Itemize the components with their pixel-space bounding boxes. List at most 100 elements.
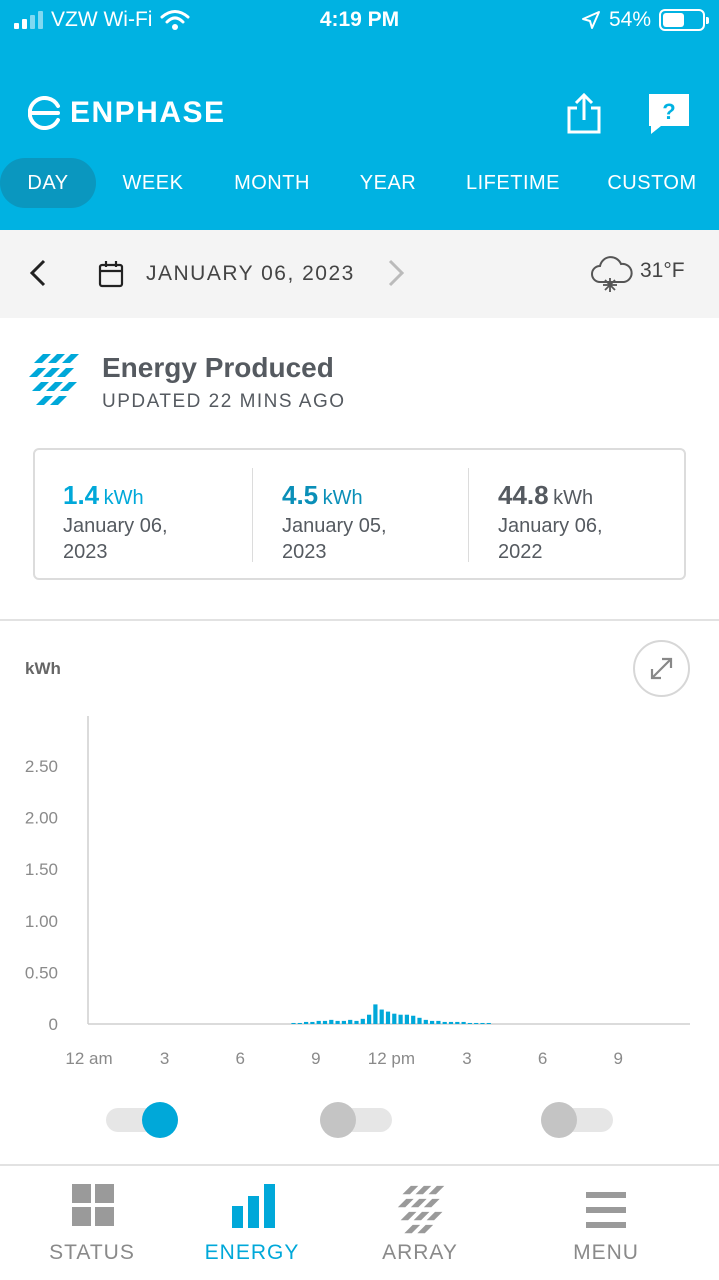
clock: 4:19 PM	[319, 8, 400, 31]
chart-bar	[373, 1004, 378, 1024]
chart-bar	[335, 1020, 340, 1024]
chart-bar	[430, 1020, 435, 1024]
nav-menu[interactable]: MENU	[526, 1166, 686, 1280]
chart-bar	[310, 1021, 315, 1024]
chart-bar	[417, 1017, 422, 1024]
snow-cloud-icon	[591, 256, 633, 292]
summary-value: 4.5	[282, 480, 319, 510]
nav-label: ENERGY	[204, 1241, 300, 1264]
help-icon[interactable]: ?	[647, 92, 691, 136]
chart-bar	[480, 1022, 485, 1024]
chevron-right-icon[interactable]	[384, 258, 408, 288]
y-axis-label: kWh	[25, 659, 61, 678]
nav-label: STATUS	[49, 1241, 135, 1264]
chart-bar	[379, 1009, 384, 1024]
chart-bar	[367, 1014, 372, 1024]
battery-icon	[659, 9, 709, 31]
chart-bar	[423, 1019, 428, 1024]
chart-bar	[304, 1021, 309, 1024]
y-tick-label: 0.50	[25, 963, 58, 982]
app-header: VZW Wi-Fi 4:19 PM 54% ENPHASE ?	[0, 0, 719, 230]
summary-yesterday[interactable]: 4.5 kWh January 05, 2023	[282, 450, 432, 578]
array-icon	[397, 1185, 445, 1234]
energy-summary-card: 1.4 kWh January 06, 2023 4.5 kWh January…	[33, 448, 686, 580]
toggle-consumption[interactable]	[320, 1102, 392, 1138]
x-tick-label: 12 am	[65, 1049, 112, 1068]
summary-last-year[interactable]: 44.8 kWh January 06, 2022	[498, 450, 648, 578]
chart-bar	[322, 1020, 328, 1024]
summary-date: January 05, 2023	[282, 515, 387, 563]
energy-chart: 0 0.50 1.00 1.50 2.00 2.50 12 am 3 6 9 12 pm 3 6 9	[25, 716, 690, 1068]
chart-bar	[297, 1022, 302, 1024]
share-icon[interactable]	[564, 92, 604, 136]
section-divider	[0, 619, 719, 621]
location-arrow-icon	[581, 11, 600, 29]
bottom-navigation: STATUS ENERGY ARRAY MENU	[0, 1164, 719, 1280]
y-tick-label: 2.50	[25, 757, 58, 776]
tab-month[interactable]: MONTH	[234, 172, 310, 194]
chevron-left-icon[interactable]	[26, 258, 50, 288]
status-bar: VZW Wi-Fi 4:19 PM 54%	[0, 0, 719, 40]
calendar-icon[interactable]	[98, 260, 124, 288]
chart-bar	[411, 1015, 416, 1024]
enphase-logo: ENPHASE	[28, 96, 226, 130]
x-tick-label: 6	[235, 1049, 244, 1068]
summary-value: 1.4	[63, 480, 100, 510]
tab-lifetime[interactable]: LIFETIME	[465, 172, 560, 194]
chart-bar	[448, 1021, 454, 1024]
toggle-knob	[320, 1102, 356, 1138]
temperature: 31°F	[640, 259, 685, 282]
chart-bar	[436, 1020, 441, 1024]
x-tick-label: 3	[160, 1049, 169, 1068]
chart-bar	[404, 1014, 409, 1024]
brand-name: ENPHASE	[70, 96, 226, 129]
expand-icon	[650, 657, 673, 680]
energy-produced-title: Energy Produced	[102, 352, 334, 383]
battery-percent: 54%	[608, 8, 651, 31]
chart-bar	[486, 1022, 491, 1024]
tab-day[interactable]: DAY	[0, 158, 96, 208]
svg-text:?: ?	[662, 99, 675, 124]
chart-bar	[385, 1011, 391, 1024]
signal-icon	[14, 11, 43, 29]
nav-energy[interactable]: ENERGY	[172, 1166, 332, 1280]
nav-label: ARRAY	[382, 1241, 458, 1264]
carrier-label: VZW Wi-Fi	[51, 8, 153, 31]
tab-week[interactable]: WEEK	[122, 172, 184, 194]
toggle-knob	[142, 1102, 178, 1138]
toggle-comparison[interactable]	[541, 1102, 613, 1138]
chart-bar	[354, 1020, 359, 1024]
tab-custom[interactable]: CUSTOM	[607, 172, 697, 194]
chart-bar	[360, 1018, 365, 1024]
chart-bar	[392, 1013, 397, 1024]
summary-unit: kWh	[553, 487, 594, 509]
expand-chart-button[interactable]	[633, 640, 690, 697]
chart-bar	[291, 1022, 296, 1024]
tab-year[interactable]: YEAR	[359, 172, 417, 194]
chart-bar	[461, 1021, 466, 1024]
toggle-production[interactable]	[106, 1102, 178, 1138]
x-tick-label: 6	[538, 1049, 547, 1068]
nav-status[interactable]: STATUS	[12, 1166, 172, 1280]
updated-label: UPDATED 22 MINS AGO	[102, 391, 346, 412]
selected-date[interactable]: JANUARY 06, 2023	[146, 262, 355, 285]
y-tick-label: 1.50	[25, 860, 58, 879]
chart-bar	[348, 1019, 353, 1024]
summary-today[interactable]: 1.4 kWh January 06, 2023	[63, 450, 213, 578]
nav-array[interactable]: ARRAY	[340, 1166, 500, 1280]
wifi-icon	[160, 10, 190, 30]
grid-icon	[72, 1184, 114, 1226]
nav-label: MENU	[573, 1241, 639, 1264]
y-tick-label: 1.00	[25, 912, 58, 931]
bar-chart-icon	[232, 1184, 275, 1228]
summary-date: January 06, 2022	[498, 515, 603, 563]
x-tick-label: 9	[613, 1049, 622, 1068]
period-tabs: DAY WEEK MONTH YEAR LIFETIME CUSTOM	[0, 158, 719, 208]
chart-bar	[442, 1021, 447, 1024]
y-tick-label: 2.00	[25, 809, 58, 828]
summary-unit: kWh	[103, 487, 144, 509]
chart-bar	[455, 1021, 460, 1024]
toggle-knob	[541, 1102, 577, 1138]
chart-bar	[329, 1019, 334, 1024]
y-tick-label: 0	[49, 1015, 58, 1034]
